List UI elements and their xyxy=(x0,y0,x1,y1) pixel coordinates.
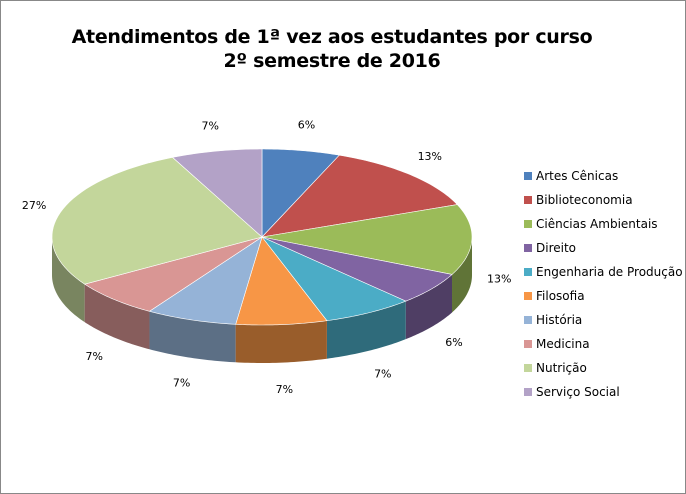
pie-slice-7 xyxy=(83,236,263,312)
title-line-2: 2º semestre de 2016 xyxy=(223,50,441,72)
legend-label: Artes Cênicas xyxy=(536,169,619,183)
legend-swatch xyxy=(524,244,532,252)
pie-slice-3 xyxy=(261,236,453,302)
legend-label: Filosofia xyxy=(536,289,585,303)
title-line-1: Atendimentos de 1ª vez aos estudantes po… xyxy=(71,26,593,48)
data-label-6: 7% xyxy=(173,377,190,390)
pie-side-4 xyxy=(326,301,406,359)
legend-item: Serviço Social xyxy=(524,380,683,404)
data-label-7: 7% xyxy=(85,350,102,363)
pie-slice-9 xyxy=(171,148,263,238)
data-label-3: 6% xyxy=(445,336,462,349)
data-label-9: 7% xyxy=(202,119,219,132)
pie-side-2 xyxy=(452,237,472,313)
legend-item: Engenharia de Produção xyxy=(524,260,683,284)
legend-item: Ciências Ambientais xyxy=(524,212,683,236)
legend-item: Nutrição xyxy=(524,356,683,380)
pie-side-5 xyxy=(235,320,327,363)
legend-swatch xyxy=(524,172,532,180)
legend-item: Medicina xyxy=(524,332,683,356)
pie-slice-2 xyxy=(261,204,473,275)
legend-swatch xyxy=(524,220,532,228)
pie-slice-4 xyxy=(261,236,407,322)
pie-slice-8 xyxy=(51,157,263,285)
legend-swatch xyxy=(524,388,532,396)
pie-slice-6 xyxy=(148,236,263,325)
legend-label: Direito xyxy=(536,241,577,255)
legend-label: Ciências Ambientais xyxy=(536,217,658,231)
data-label-4: 7% xyxy=(374,367,391,380)
chart-title: Atendimentos de 1ª vez aos estudantes po… xyxy=(1,25,663,73)
pie-slice-0 xyxy=(261,148,340,238)
legend-swatch xyxy=(524,268,532,276)
legend-item: História xyxy=(524,308,683,332)
legend-swatch xyxy=(524,340,532,348)
legend-swatch xyxy=(524,292,532,300)
legend-swatch xyxy=(524,316,532,324)
pie-side-6 xyxy=(149,311,236,363)
data-label-5: 7% xyxy=(276,383,293,396)
legend-item: Filosofia xyxy=(524,284,683,308)
legend-label: Serviço Social xyxy=(536,385,620,399)
pie-side-8 xyxy=(52,237,85,323)
legend-label: História xyxy=(536,313,583,327)
legend-swatch xyxy=(524,196,532,204)
data-label-0: 6% xyxy=(298,119,315,132)
legend-label: Biblioteconomia xyxy=(536,193,633,207)
pie-side-3 xyxy=(405,274,453,340)
pie-side-7 xyxy=(84,284,150,350)
legend-swatch xyxy=(524,364,532,372)
pie-slice-5 xyxy=(235,236,328,326)
legend-label: Nutrição xyxy=(536,361,587,375)
legend-label: Medicina xyxy=(536,337,590,351)
legend-item: Direito xyxy=(524,236,683,260)
data-label-1: 13% xyxy=(418,150,442,163)
legend: Artes Cênicas Biblioteconomia Ciências Amb… xyxy=(524,164,683,404)
legend-item: Biblioteconomia xyxy=(524,188,683,212)
legend-label: Engenharia de Produção xyxy=(536,265,683,279)
data-label-2: 13% xyxy=(487,273,511,286)
data-label-8: 27% xyxy=(22,199,46,212)
legend-item: Artes Cênicas xyxy=(524,164,683,188)
pie-slice-1 xyxy=(261,154,458,238)
